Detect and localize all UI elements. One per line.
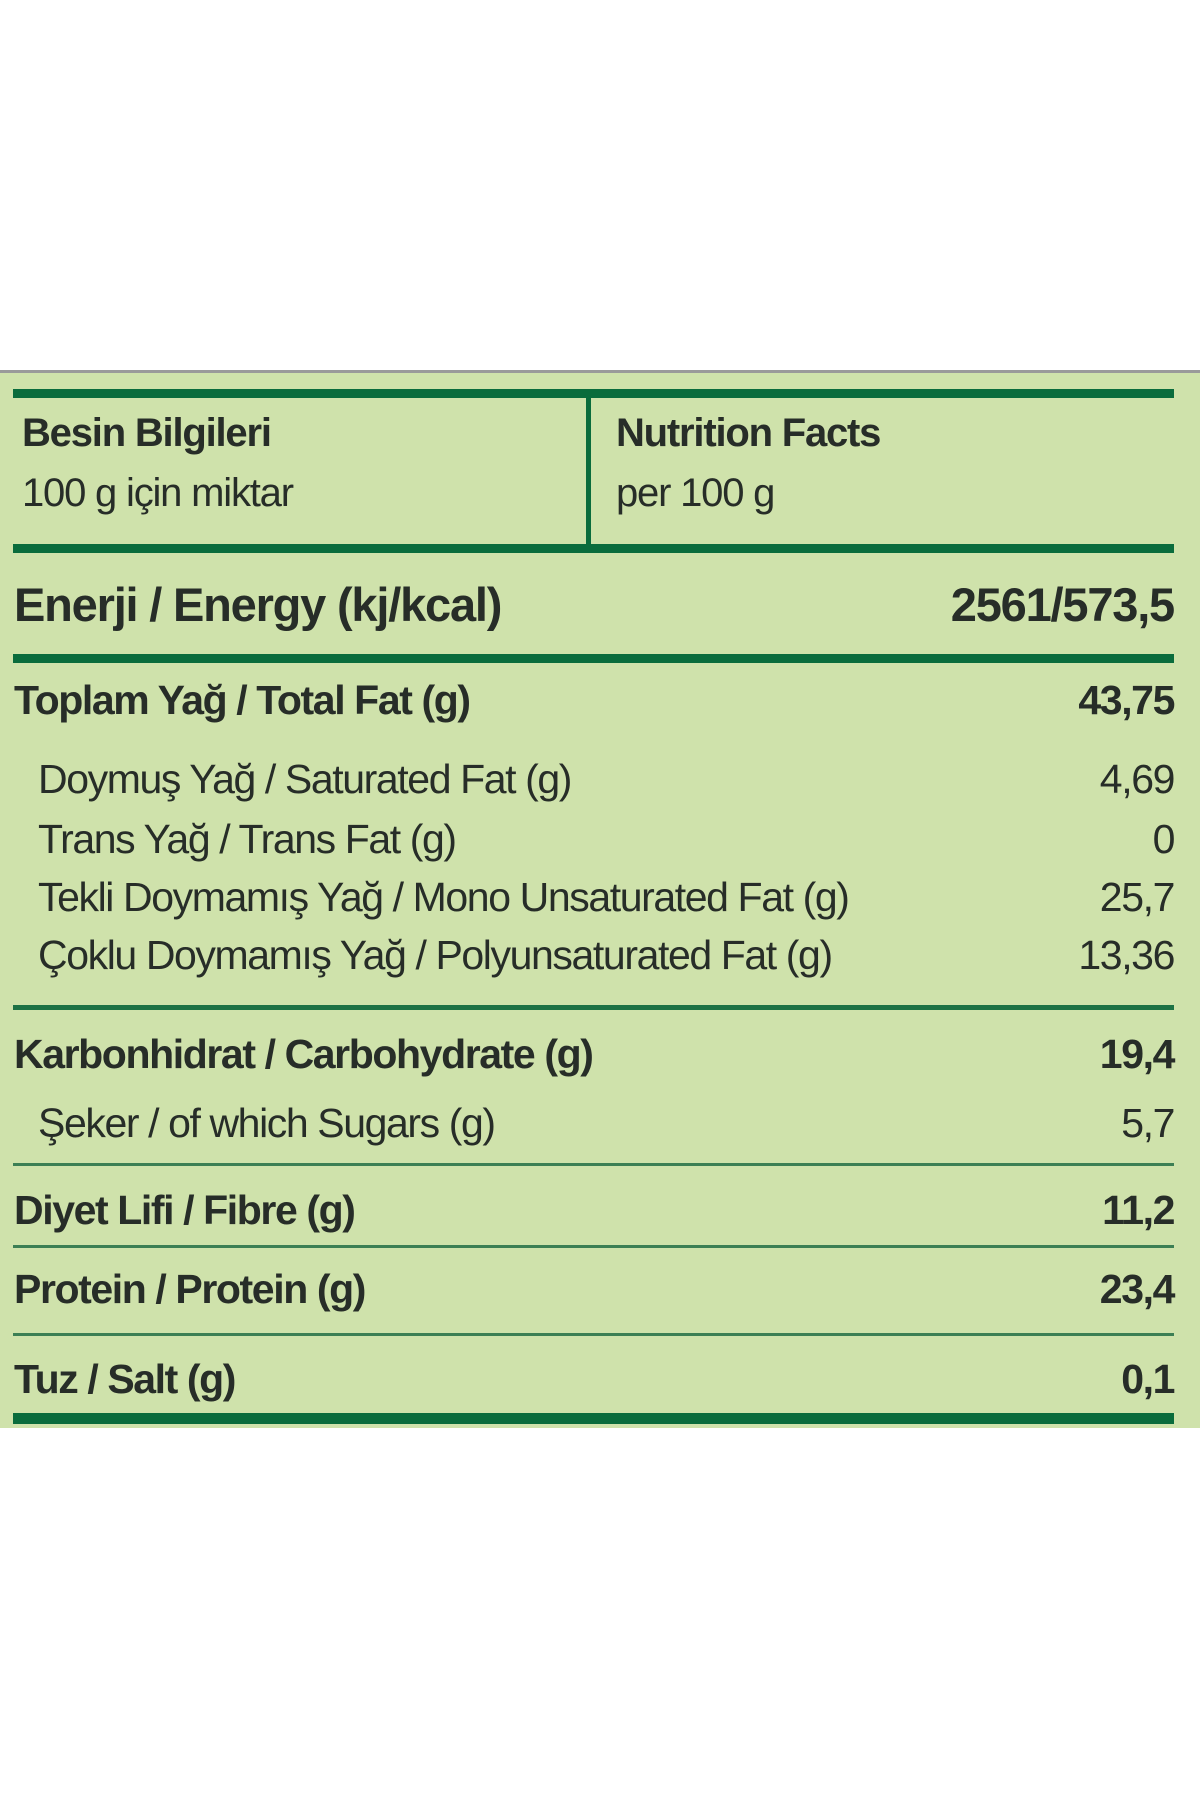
row-carbohydrate: Karbonhidrat / Carbohydrate (g) 19,4 [14, 1023, 1176, 1085]
salt-label: Tuz / Salt (g) [14, 1356, 236, 1402]
saturated-fat-value: 4,69 [1099, 756, 1176, 802]
rule-under-fat-section [13, 1005, 1174, 1010]
fibre-label: Diyet Lifi / Fibre (g) [14, 1187, 356, 1233]
row-saturated-fat: Doymuş Yağ / Saturated Fat (g) 4,69 [14, 748, 1176, 810]
header-turkish-subtitle: 100 g için miktar [22, 471, 294, 515]
rule-top-thick [13, 389, 1174, 398]
row-mono-unsaturated-fat: Tekli Doymamış Yağ / Mono Unsaturated Fa… [14, 866, 1176, 928]
trans-fat-value: 0 [1152, 816, 1176, 862]
mono-unsaturated-fat-label: Tekli Doymamış Yağ / Mono Unsaturated Fa… [38, 874, 850, 920]
row-sugars: Şeker / of which Sugars (g) 5,7 [14, 1092, 1175, 1154]
row-total-fat: Toplam Yağ / Total Fat (g) 43,75 [14, 669, 1175, 731]
rule-under-carb-section [13, 1163, 1174, 1166]
row-salt: Tuz / Salt (g) 0,1 [14, 1348, 1175, 1410]
protein-value: 23,4 [1099, 1266, 1176, 1312]
row-fibre: Diyet Lifi / Fibre (g) 11,2 [14, 1179, 1175, 1241]
total-fat-value: 43,75 [1078, 677, 1175, 723]
salt-value: 0,1 [1121, 1356, 1175, 1402]
sugars-label: Şeker / of which Sugars (g) [38, 1100, 496, 1146]
energy-value: 2561/573,5 [950, 578, 1175, 631]
energy-label: Enerji / Energy (kj/kcal) [14, 578, 502, 631]
header-english-subtitle: per 100 g [616, 471, 775, 515]
rule-under-protein [13, 1333, 1174, 1336]
row-energy: Enerji / Energy (kj/kcal) 2561/573,5 [14, 573, 1175, 637]
polyunsaturated-fat-label: Çoklu Doymamış Yağ / Polyunsaturated Fat… [38, 932, 833, 978]
mono-unsaturated-fat-value: 25,7 [1099, 874, 1176, 920]
protein-label: Protein / Protein (g) [14, 1266, 366, 1312]
carbohydrate-label: Karbonhidrat / Carbohydrate (g) [14, 1031, 594, 1077]
header-english: Nutrition Facts per 100 g [616, 403, 881, 523]
trans-fat-label: Trans Yağ / Trans Fat (g) [38, 816, 457, 862]
top-gray-rule [0, 370, 1200, 373]
sugars-value: 5,7 [1121, 1100, 1175, 1146]
header-turkish-title: Besin Bilgileri [22, 411, 272, 455]
rule-under-fibre [13, 1245, 1174, 1248]
total-fat-label: Toplam Yağ / Total Fat (g) [14, 677, 471, 723]
header-vertical-divider [586, 398, 591, 544]
saturated-fat-label: Doymuş Yağ / Saturated Fat (g) [38, 756, 572, 802]
nutrition-facts-panel: Besin Bilgileri 100 g için miktar Nutrit… [0, 373, 1200, 1428]
row-polyunsaturated-fat: Çoklu Doymamış Yağ / Polyunsaturated Fat… [14, 924, 1175, 986]
header-english-title: Nutrition Facts [616, 411, 881, 455]
polyunsaturated-fat-value: 13,36 [1078, 932, 1175, 978]
fibre-value: 11,2 [1102, 1187, 1175, 1233]
row-trans-fat: Trans Yağ / Trans Fat (g) 0 [14, 808, 1176, 870]
row-protein: Protein / Protein (g) 23,4 [14, 1258, 1176, 1320]
rule-under-energy [13, 654, 1174, 663]
rule-under-header [13, 544, 1174, 553]
header-turkish: Besin Bilgileri 100 g için miktar [22, 403, 294, 523]
rule-bottom-thick [13, 1413, 1174, 1424]
carbohydrate-value: 19,4 [1099, 1031, 1176, 1077]
